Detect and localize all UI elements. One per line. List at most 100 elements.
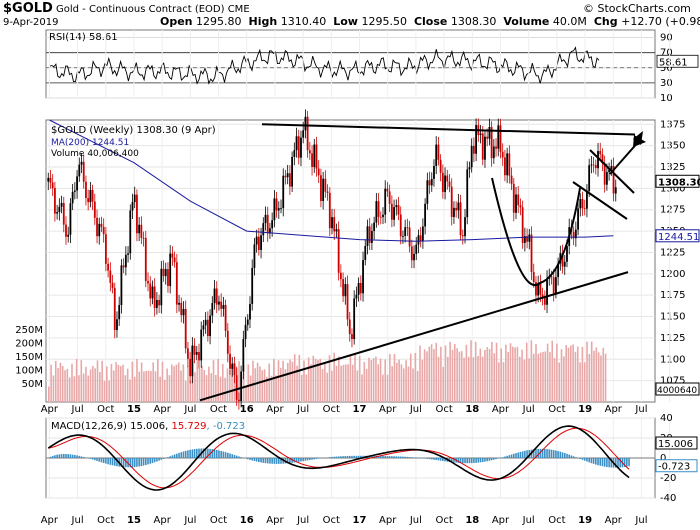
price-x-tick: Oct (323, 404, 340, 415)
candle-body (80, 161, 83, 165)
candle-body (424, 203, 427, 227)
macd-histogram-bar (377, 455, 380, 458)
volume-bar (310, 364, 312, 402)
macd-histogram-bar (222, 451, 225, 458)
volume-bar (542, 351, 544, 402)
volume-bar (530, 340, 533, 402)
macd-histogram-bar (120, 458, 123, 467)
candle-body (413, 253, 415, 261)
volume-bar (89, 369, 92, 402)
volume-bar (451, 349, 454, 402)
macd-histogram-bar (100, 458, 103, 463)
macd-histogram-bar (384, 456, 387, 458)
macd-histogram-bar (255, 458, 258, 462)
macd-histogram-bar (337, 456, 340, 458)
volume-bar (565, 345, 567, 402)
volume-bar (68, 377, 71, 402)
candle-body (56, 212, 59, 214)
macd-histogram-bar (583, 458, 586, 461)
macd-histogram-bar (297, 458, 300, 462)
candle-body (539, 283, 542, 295)
candle-body (530, 234, 533, 272)
macd-histogram-bar (286, 458, 289, 464)
macd-histogram-bar (402, 456, 404, 458)
volume-bar (465, 344, 468, 402)
candle-body (333, 217, 336, 232)
candle-body (417, 235, 420, 245)
volume-bar (572, 344, 574, 402)
volume-tick-label: 250M (15, 325, 43, 336)
volume-bar (194, 372, 196, 402)
volume-bar (595, 347, 598, 402)
price-x-tick: Apr (492, 404, 510, 415)
volume-bar (449, 341, 451, 402)
candle-body (220, 301, 223, 309)
macd-value: 15.006, (130, 421, 171, 432)
volume-bar (525, 342, 528, 402)
volume-bar (474, 341, 477, 402)
macd-histogram-bar (572, 456, 575, 458)
description-line: Gold - Continuous Contract (EOD) CME (56, 4, 250, 15)
volume-bar (147, 370, 150, 402)
macd-histogram-bar (610, 458, 613, 468)
volume-bar (509, 343, 512, 402)
macd-histogram-bar (606, 458, 608, 468)
macd-hist-value: , -0.723 (207, 421, 246, 432)
volume-bar (92, 365, 94, 402)
candle-body (355, 294, 358, 299)
macd-histogram-bar (481, 458, 484, 463)
macd-histogram-bar (227, 452, 229, 458)
candle-body (262, 223, 265, 236)
macd-histogram-bar (60, 454, 63, 458)
candle-body (47, 177, 50, 182)
candle-body (144, 237, 147, 281)
macd-histogram-bar (184, 450, 187, 458)
macd-histogram-bar (313, 458, 316, 460)
macd-histogram-bar (151, 458, 154, 464)
candle-body (574, 229, 577, 239)
candle-body (472, 145, 475, 154)
volume-bar (266, 376, 268, 402)
volume-bar (539, 352, 542, 402)
volume-bar (368, 357, 370, 402)
candle-body (612, 166, 615, 194)
macd-histogram-bar (484, 458, 486, 462)
volume-bar (412, 368, 414, 402)
candle-body (377, 201, 380, 217)
volume-bar (280, 367, 282, 402)
candle-body (550, 276, 553, 278)
volume-bar (590, 341, 593, 402)
volume-bar (405, 360, 407, 402)
macd-histogram-bar (169, 456, 171, 458)
candle-body (317, 168, 320, 176)
volume-bar (428, 346, 431, 402)
macd-histogram-bar (317, 458, 320, 459)
candle-body (60, 202, 63, 207)
macd-histogram-bar (435, 458, 437, 461)
macd-histogram-bar (125, 458, 127, 468)
candle-body (204, 319, 207, 326)
candle-body (342, 279, 344, 297)
volume-bar (303, 360, 305, 402)
macd-histogram-bar (69, 454, 72, 458)
candle-body (264, 214, 267, 224)
macd-histogram-bar (311, 458, 313, 460)
macd-x-tick: 15 (127, 515, 141, 526)
candle-body (155, 300, 158, 308)
macd-histogram-bar (555, 450, 557, 458)
volume-bar (275, 375, 277, 402)
candle-body (495, 146, 497, 149)
candle-body (82, 161, 85, 182)
volume-bar (252, 360, 254, 402)
candle-body (448, 181, 451, 187)
candle-body (382, 214, 384, 218)
volume-bar (324, 362, 326, 402)
volume-bar (94, 368, 96, 402)
volume-tick-label: 200M (15, 339, 43, 350)
macd-histogram-bar (116, 458, 118, 467)
macd-histogram-bar (552, 450, 555, 458)
volume-bar (396, 362, 398, 402)
volume-bar (576, 346, 579, 402)
macd-histogram-bar (56, 454, 58, 458)
